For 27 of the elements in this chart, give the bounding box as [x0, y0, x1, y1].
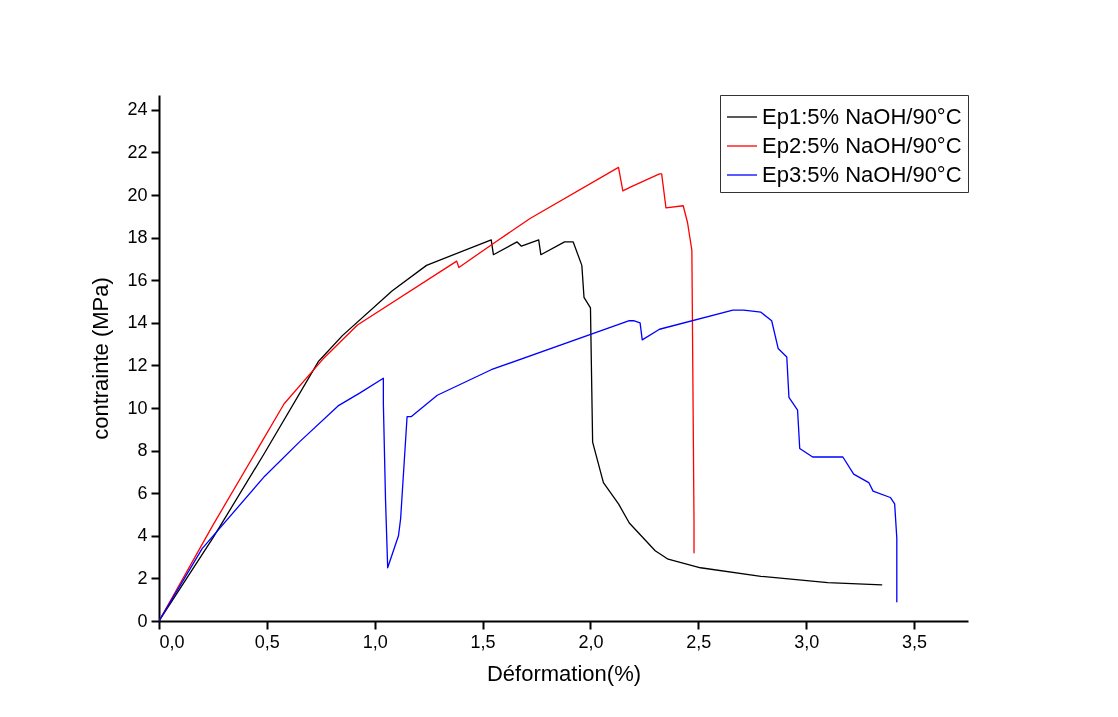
- y-tick-label: 20: [127, 184, 148, 205]
- x-axis-title: Déformation(%): [486, 660, 642, 686]
- x-tick-label: 1,0: [362, 631, 388, 652]
- legend-label: Ep2:5% NaOH/90°C: [762, 133, 962, 158]
- y-tick-label: 22: [127, 142, 148, 162]
- x-tick-label: 0,5: [254, 631, 280, 652]
- y-tick-label: 24: [127, 99, 148, 120]
- y-tick-label: 8: [137, 440, 148, 461]
- x-tick-label: 0,0: [159, 631, 185, 652]
- y-tick-label: 0: [137, 610, 148, 631]
- x-tick-label: 2,0: [578, 631, 604, 652]
- y-axis-title: contrainte (MPa): [88, 277, 114, 440]
- y-tick-label: 2: [137, 567, 148, 588]
- legend-label: Ep3:5% NaOH/90°C: [762, 162, 962, 187]
- y-tick-label: 10: [127, 397, 148, 418]
- y-tick-label: 12: [127, 354, 148, 375]
- y-tick-label: 14: [127, 312, 148, 333]
- y-tick-label: 18: [127, 227, 148, 248]
- x-tick-label: 2,5: [686, 631, 712, 652]
- x-tick-label: 3,0: [794, 631, 820, 652]
- x-tick-label: 1,5: [470, 631, 496, 652]
- x-tick-label: 3,5: [902, 631, 928, 652]
- y-tick-label: 16: [127, 269, 148, 290]
- y-tick-label: 6: [137, 482, 148, 503]
- legend-label: Ep1:5% NaOH/90°C: [762, 104, 962, 129]
- y-tick-label: 4: [137, 525, 148, 546]
- line-series: [159, 309, 898, 621]
